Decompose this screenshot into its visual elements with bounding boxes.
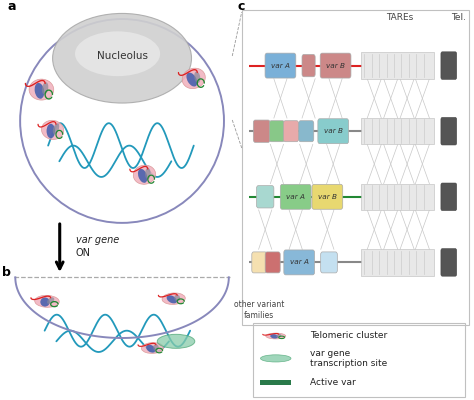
Text: var A: var A <box>271 62 290 68</box>
FancyBboxPatch shape <box>441 52 456 79</box>
Text: var B: var B <box>318 194 337 200</box>
Text: var gene: var gene <box>76 235 119 245</box>
FancyBboxPatch shape <box>441 249 456 276</box>
FancyBboxPatch shape <box>260 380 292 385</box>
FancyBboxPatch shape <box>283 121 299 142</box>
Ellipse shape <box>46 124 55 138</box>
FancyBboxPatch shape <box>265 252 280 273</box>
FancyBboxPatch shape <box>280 184 311 209</box>
Ellipse shape <box>42 82 48 94</box>
FancyBboxPatch shape <box>441 118 456 145</box>
Ellipse shape <box>29 79 54 100</box>
FancyBboxPatch shape <box>318 119 348 144</box>
Text: var B: var B <box>324 128 343 134</box>
FancyBboxPatch shape <box>302 54 315 77</box>
Text: b: b <box>2 266 11 279</box>
Ellipse shape <box>182 68 205 89</box>
Ellipse shape <box>266 333 286 339</box>
Text: var A: var A <box>290 259 309 266</box>
FancyBboxPatch shape <box>284 250 315 275</box>
Ellipse shape <box>261 355 291 362</box>
FancyBboxPatch shape <box>361 52 434 79</box>
Ellipse shape <box>186 72 197 86</box>
Ellipse shape <box>133 165 155 184</box>
Text: Telomeric cluster: Telomeric cluster <box>310 332 387 340</box>
Ellipse shape <box>138 169 147 183</box>
FancyBboxPatch shape <box>256 186 274 208</box>
Ellipse shape <box>41 120 64 140</box>
Ellipse shape <box>162 293 185 304</box>
Ellipse shape <box>276 334 282 337</box>
Ellipse shape <box>167 295 177 304</box>
FancyBboxPatch shape <box>320 53 351 78</box>
Ellipse shape <box>146 345 155 352</box>
Ellipse shape <box>194 72 201 83</box>
Text: var A: var A <box>286 194 305 200</box>
FancyBboxPatch shape <box>312 184 343 209</box>
FancyBboxPatch shape <box>253 120 270 142</box>
Ellipse shape <box>141 342 164 354</box>
FancyBboxPatch shape <box>441 183 456 210</box>
Ellipse shape <box>145 168 151 179</box>
FancyBboxPatch shape <box>265 53 296 78</box>
FancyBboxPatch shape <box>252 252 267 273</box>
FancyBboxPatch shape <box>321 252 337 273</box>
FancyBboxPatch shape <box>299 121 314 142</box>
Ellipse shape <box>270 334 278 338</box>
FancyBboxPatch shape <box>361 249 434 276</box>
Ellipse shape <box>35 83 44 99</box>
Text: Active var: Active var <box>310 378 356 387</box>
FancyBboxPatch shape <box>361 118 434 144</box>
Text: a: a <box>8 0 16 13</box>
Ellipse shape <box>40 298 50 306</box>
Ellipse shape <box>157 334 195 348</box>
Ellipse shape <box>35 295 59 307</box>
Ellipse shape <box>53 14 191 103</box>
Ellipse shape <box>75 31 160 76</box>
Text: var B: var B <box>326 62 345 68</box>
Ellipse shape <box>53 124 59 134</box>
Text: TAREs: TAREs <box>386 13 414 22</box>
Text: ON: ON <box>76 248 91 258</box>
FancyBboxPatch shape <box>269 121 284 142</box>
Ellipse shape <box>174 295 180 301</box>
FancyBboxPatch shape <box>361 184 434 210</box>
Ellipse shape <box>47 297 54 304</box>
Text: Tel.: Tel. <box>451 13 466 22</box>
Text: var gene
transcription site: var gene transcription site <box>310 349 387 368</box>
Text: Nucleolus: Nucleolus <box>97 51 147 61</box>
Ellipse shape <box>153 344 159 350</box>
Text: c: c <box>237 0 245 13</box>
Text: other variant
families: other variant families <box>234 300 284 320</box>
